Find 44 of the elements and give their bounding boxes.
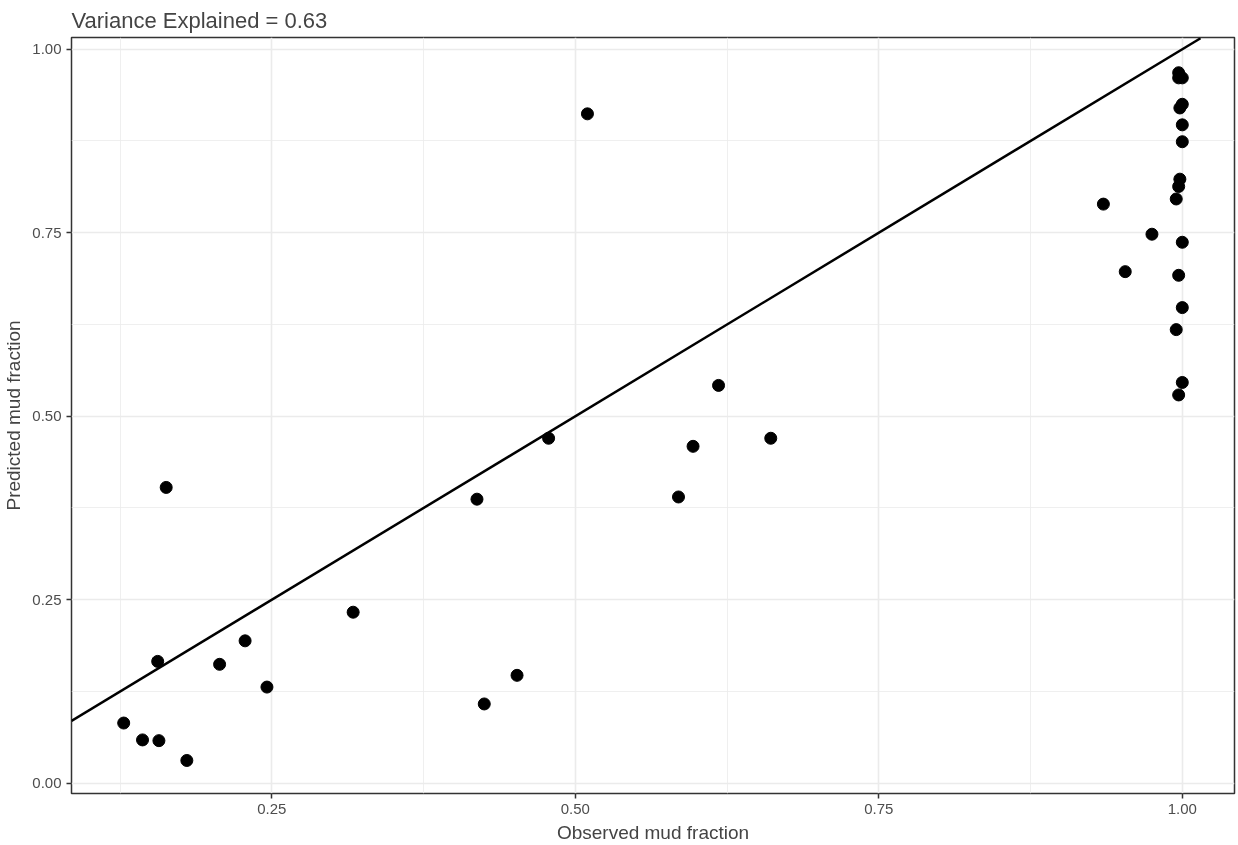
- point: [764, 431, 778, 445]
- y-axis-title: Predicted mud fraction: [3, 320, 25, 511]
- point: [1173, 101, 1187, 115]
- x-tick-label: 0.75: [864, 799, 894, 817]
- point: [1096, 197, 1110, 211]
- y-tick-label: 0.50: [32, 407, 62, 425]
- chart-title: Variance Explained = 0.63: [71, 7, 328, 33]
- point: [117, 716, 131, 730]
- point: [260, 680, 274, 694]
- y-tick-label: 0.25: [32, 590, 62, 608]
- point: [180, 753, 194, 767]
- point: [238, 634, 252, 648]
- point: [346, 605, 360, 619]
- point: [686, 439, 700, 453]
- point: [1169, 192, 1183, 206]
- point: [580, 107, 594, 121]
- point: [510, 668, 524, 682]
- point: [1118, 265, 1132, 279]
- point: [1175, 235, 1189, 249]
- point: [1175, 375, 1189, 389]
- point: [1175, 135, 1189, 149]
- point: [712, 378, 726, 392]
- point: [1172, 268, 1186, 282]
- point: [470, 492, 484, 506]
- point: [151, 654, 165, 668]
- x-tick-label: 1.00: [1167, 799, 1197, 817]
- x-tick-label: 0.50: [560, 799, 590, 817]
- point: [1175, 118, 1189, 132]
- point: [1169, 323, 1183, 337]
- point: [213, 657, 227, 671]
- point: [136, 733, 150, 747]
- x-axis-title: Observed mud fraction: [556, 821, 750, 843]
- y-tick-label: 0.75: [32, 223, 62, 241]
- point: [152, 734, 166, 748]
- x-tick-label: 0.25: [257, 799, 287, 817]
- point: [1175, 301, 1189, 315]
- point: [477, 697, 491, 711]
- y-tick-label: 1.00: [32, 40, 62, 58]
- point: [159, 480, 173, 494]
- point: [1172, 388, 1186, 402]
- point: [671, 490, 685, 504]
- point: [1172, 180, 1186, 193]
- y-tick-label: 0.00: [32, 774, 62, 792]
- point: [1145, 227, 1159, 241]
